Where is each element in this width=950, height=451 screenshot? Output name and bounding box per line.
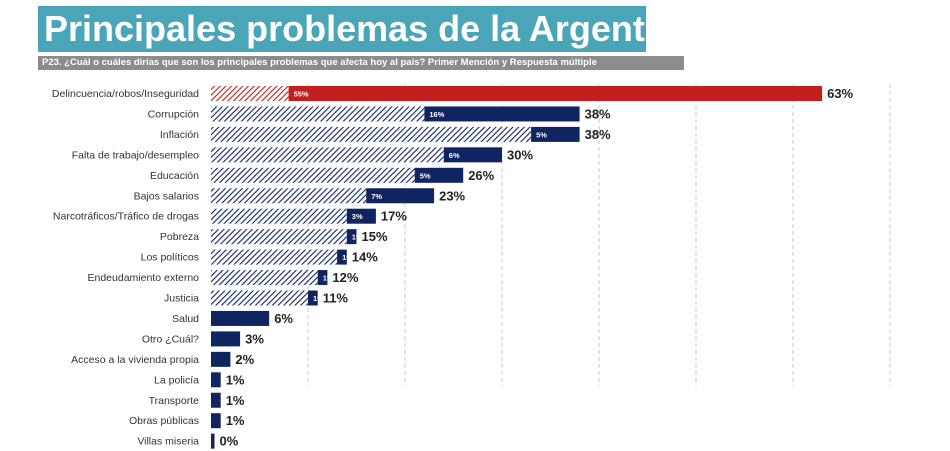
total-value-label: 26%	[468, 168, 494, 183]
bar-multiple-response	[211, 270, 318, 286]
chart-title: Principales problemas de la Argentina	[38, 6, 646, 52]
category-label: Los políticos	[141, 252, 199, 264]
total-value-label: 3%	[245, 331, 264, 346]
total-value-label: 2%	[235, 352, 254, 367]
total-value-label: 38%	[585, 127, 611, 142]
bar-first-mention	[346, 208, 376, 224]
first-mention-label: 7%	[371, 192, 382, 201]
category-label: Transporte	[149, 395, 200, 407]
first-mention-label: 6%	[449, 151, 460, 160]
bar-multiple-response	[211, 290, 308, 306]
bar-total	[211, 351, 231, 367]
total-value-label: 6%	[274, 311, 293, 326]
total-value-label: 38%	[585, 106, 611, 121]
category-label: Endeudamiento externo	[88, 272, 200, 284]
total-value-label: 11%	[323, 291, 349, 306]
total-value-label: 1%	[226, 393, 245, 408]
bar-total	[211, 433, 215, 449]
first-mention-label: 55%	[294, 90, 309, 99]
total-value-label: 15%	[362, 229, 388, 244]
bar-total	[211, 310, 270, 326]
bar-multiple-response	[211, 229, 347, 245]
bar-multiple-response	[211, 208, 347, 224]
chart-subtitle: P23. ¿Cuál o cuáles dirías que son los p…	[38, 56, 684, 70]
bar-first-mention	[288, 86, 823, 101]
category-label: La policía	[154, 374, 199, 386]
total-value-label: 12%	[332, 270, 358, 285]
first-mention-label: 1%	[323, 274, 334, 283]
bar-first-mention	[346, 229, 357, 245]
bar-multiple-response	[211, 106, 425, 122]
category-label: Falta de trabajo/desempleo	[72, 149, 199, 161]
total-value-label: 30%	[507, 147, 533, 162]
first-mention-label: 3%	[352, 212, 363, 221]
category-label: Acceso a la vivienda propia	[71, 354, 199, 366]
bar-first-mention	[531, 126, 580, 142]
first-mention-label: 16%	[429, 110, 444, 119]
total-value-label: 23%	[439, 188, 465, 203]
total-value-label: 1%	[226, 372, 245, 387]
bar-multiple-response	[211, 167, 415, 183]
first-mention-label: 5%	[536, 130, 547, 139]
category-label: Justicia	[164, 293, 199, 305]
category-label: Villas miseria	[137, 436, 199, 448]
category-label: Educación	[150, 170, 199, 182]
total-value-label: 0%	[220, 434, 239, 449]
bar-multiple-response	[211, 188, 367, 204]
category-label: Corrupción	[148, 108, 200, 120]
category-label: Salud	[172, 313, 199, 325]
category-label: Bajos salarios	[134, 190, 199, 202]
first-mention-label: 1%	[313, 294, 324, 303]
bar-first-mention	[308, 290, 318, 306]
bar-multiple-response	[211, 249, 338, 265]
bar-total	[211, 372, 221, 388]
category-label: Pobreza	[160, 231, 199, 243]
bar-first-mention	[414, 167, 464, 183]
total-value-label: 14%	[352, 250, 378, 265]
category-label: Narcotráficos/Tráfico de drogas	[53, 211, 199, 223]
category-label: Inflación	[160, 129, 199, 141]
bar-multiple-response	[211, 126, 532, 142]
bar-multiple-response	[211, 86, 289, 101]
category-label: Delincuencia/robos/Inseguridad	[52, 88, 199, 100]
first-mention-label: 1%	[342, 253, 353, 262]
bar-first-mention	[366, 188, 435, 204]
bar-multiple-response	[211, 147, 444, 163]
first-mention-label: 1%	[352, 233, 363, 242]
category-label: Otro ¿Cuál?	[142, 333, 199, 345]
total-value-label: 63%	[827, 86, 853, 101]
first-mention-label: 5%	[420, 171, 431, 180]
bar-first-mention	[317, 270, 328, 286]
bar-total	[211, 413, 221, 429]
bar-first-mention	[424, 106, 580, 122]
total-value-label: 1%	[226, 413, 245, 428]
bar-first-mention	[337, 249, 347, 265]
total-value-label: 17%	[381, 209, 407, 224]
category-label: Obras públicas	[129, 415, 199, 427]
bar-total	[211, 331, 241, 347]
bar-first-mention	[443, 147, 502, 163]
bar-total	[211, 392, 221, 408]
